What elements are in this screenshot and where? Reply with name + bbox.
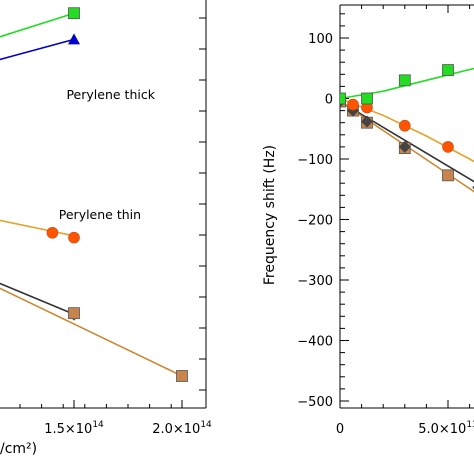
- right-y-tick-label-3: −200: [297, 214, 333, 229]
- right-y-tick-label-1: 0: [325, 93, 333, 108]
- left-panel: 1.5×1014 2.0×1014 Perylene thick Perylene …: [0, 0, 212, 457]
- left-series-line-4: [0, 287, 183, 377]
- left-series-4-point-0: [68, 307, 80, 320]
- left-tick-marks: [19, 17, 206, 408]
- right-x-tick-labels: 0 5.0×1013: [336, 420, 474, 437]
- left-annotation-0: Perylene thick: [66, 87, 155, 102]
- right-points: [340, 64, 474, 190]
- right-series-0-point-2: [398, 74, 411, 87]
- left-x-tick-labels: 1.5×1014 2.0×1014: [44, 420, 212, 437]
- right-series-0-point-3: [442, 64, 454, 76]
- right-x-tick-label-0: 0: [336, 422, 344, 437]
- left-series-2-point-0: [46, 226, 59, 239]
- right-series-line-1: [340, 97, 474, 163]
- right-panel: 100 0 −100 −200 −300 −400 −500 0 5.0×1013 Frequ…: [262, 4, 474, 437]
- left-annotation-1: Perylene thin: [59, 207, 141, 222]
- right-series-0-point-0: [340, 92, 346, 105]
- right-series-1-point-4: [442, 141, 454, 153]
- left-series-0-point-0: [68, 7, 80, 20]
- left-x-tick-label-0: 1.5×1014: [44, 420, 104, 437]
- right-y-tick-labels: 100 0 −100 −200 −300 −400 −500: [297, 32, 333, 410]
- right-tick-marks: [339, 5, 471, 408]
- right-y-tick-label-6: −500: [297, 395, 333, 410]
- left-series-2-point-1: [68, 231, 80, 244]
- left-x-tick-label-1: 2.0×1014: [152, 420, 212, 437]
- left-points: [46, 7, 188, 382]
- right-series-1-point-3: [398, 119, 411, 132]
- left-curves: [0, 12, 183, 377]
- right-series-1-point-1: [347, 98, 359, 111]
- right-y-tick-label-2: −100: [297, 153, 333, 168]
- left-series-line-1: [0, 38, 75, 61]
- right-y-tick-label-0: 100: [308, 32, 333, 47]
- right-series-2-point-2: [361, 115, 373, 128]
- left-series-line-0: [0, 12, 75, 38]
- right-y-tick-label-4: −300: [297, 274, 333, 289]
- left-series-1-point-0: [68, 33, 80, 45]
- right-x-tick-label-1: 5.0×1013: [418, 420, 474, 437]
- right-y-axis-title: Frequency shift (Hz): [262, 145, 278, 285]
- right-series-3-point-4: [442, 169, 454, 182]
- left-series-line-3: [0, 282, 75, 316]
- left-series-4-point-1: [176, 370, 188, 382]
- right-series-line-3: [340, 100, 474, 193]
- right-series-0-point-1: [361, 92, 373, 105]
- right-y-tick-label-5: −400: [297, 335, 333, 350]
- right-series-2-point-3: [398, 140, 411, 153]
- left-x-axis-title: /cm²): [0, 441, 37, 457]
